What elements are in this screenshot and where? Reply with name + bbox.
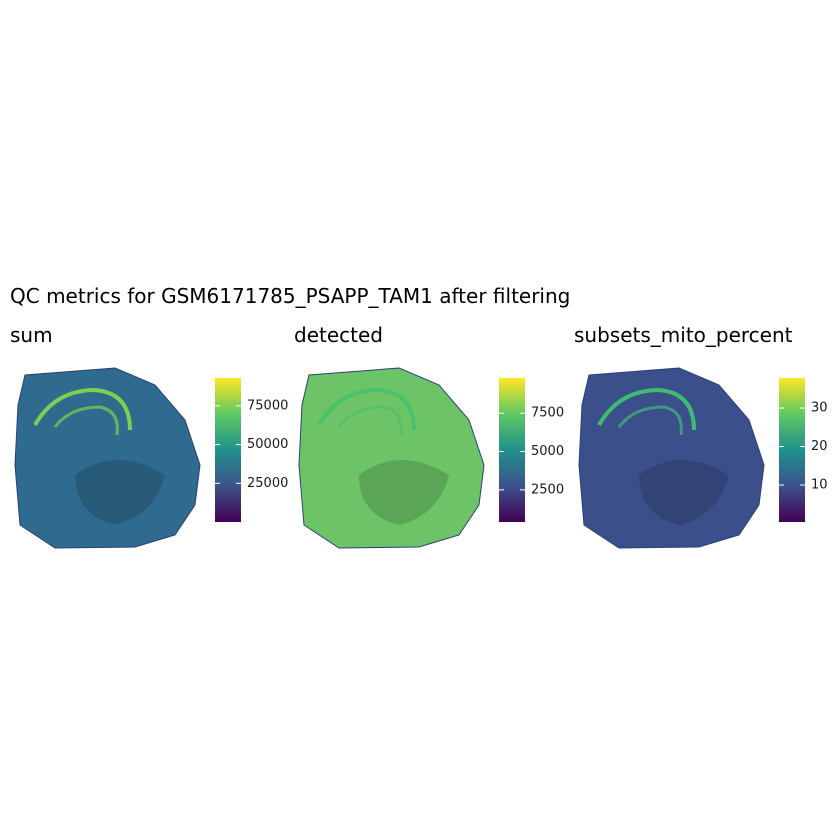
- tissue-section: [578, 367, 765, 549]
- colorbar-tick-label: 2500: [531, 482, 564, 497]
- colorbar-tick-label: 50000: [247, 437, 288, 452]
- tissue-region: [75, 460, 165, 525]
- tissue: [298, 367, 485, 549]
- panel-title: subsets_mito_percent: [574, 323, 793, 347]
- hippocampus: [597, 387, 696, 431]
- colorbar-tick-label: 5000: [531, 444, 564, 459]
- tissue-section: [14, 367, 201, 549]
- colorbar-tick-label: 75000: [247, 398, 288, 413]
- tissue: [578, 367, 765, 549]
- tissue-region: [359, 460, 449, 525]
- tissue: [14, 367, 201, 549]
- colorbar: [499, 378, 525, 522]
- colorbar-tick-label: 10: [811, 478, 828, 493]
- panel-title: sum: [10, 323, 53, 347]
- panel-title: detected: [294, 323, 383, 347]
- colorbar: [779, 378, 805, 522]
- colorbar-tick-label: 20: [811, 439, 828, 454]
- colorbar-tick-label: 25000: [247, 476, 288, 491]
- hippocampus: [53, 405, 119, 436]
- hippocampus: [33, 387, 132, 431]
- hippocampus: [617, 405, 683, 436]
- colorbar-tick-label: 30: [811, 401, 828, 416]
- tissue-region: [639, 460, 729, 525]
- figure-title: QC metrics for GSM6171785_PSAPP_TAM1 aft…: [10, 284, 570, 308]
- tissue-section: [298, 367, 485, 549]
- hippocampus: [337, 405, 403, 436]
- colorbar: [215, 378, 241, 522]
- colorbar-tick-label: 7500: [531, 406, 564, 421]
- hippocampus: [317, 387, 416, 431]
